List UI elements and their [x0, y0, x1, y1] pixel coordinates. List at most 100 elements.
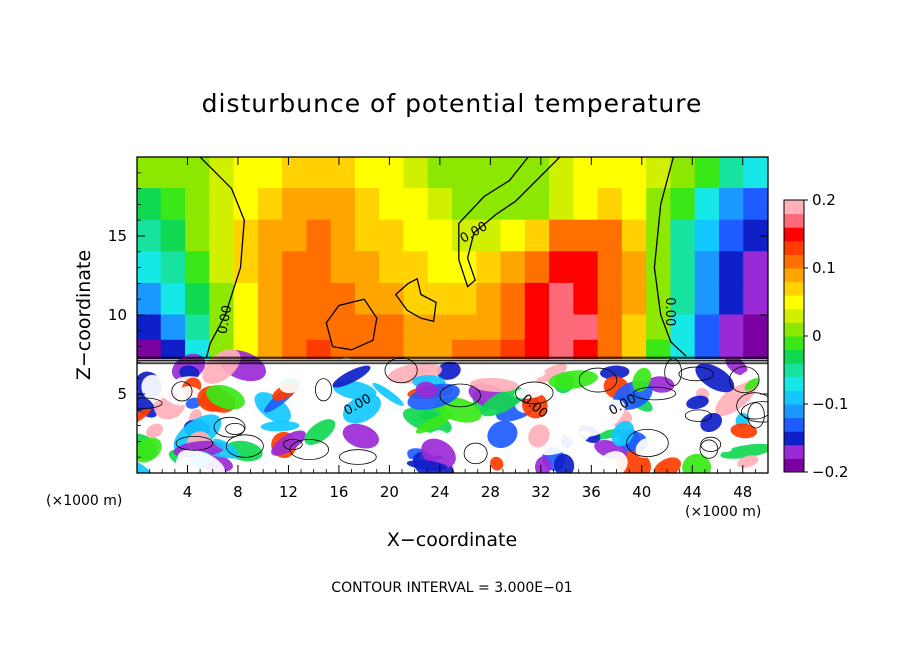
field-cell	[137, 339, 162, 360]
field-cell	[621, 157, 648, 190]
field-cell	[524, 339, 551, 360]
colorbar-swatch	[784, 444, 804, 459]
zero-contour	[325, 298, 378, 351]
colorbar-swatch	[784, 417, 804, 432]
x-tick-label: 20	[380, 483, 399, 501]
turbulent-contour	[632, 386, 677, 401]
turbulent-contour	[137, 397, 163, 409]
colorbar-tick-label: 0.2	[812, 191, 836, 209]
field-cell	[354, 314, 381, 341]
field-cell	[137, 314, 162, 341]
turbulent-patch	[372, 382, 404, 406]
field-cell	[476, 314, 502, 341]
colorbar-swatch	[784, 404, 804, 419]
field-cell	[573, 251, 599, 284]
turbulent-patch	[146, 423, 164, 439]
field-cell	[354, 188, 381, 221]
field-cell	[233, 282, 259, 316]
field-cell	[597, 251, 623, 284]
field-cell	[306, 188, 332, 221]
turbulent-contour	[578, 367, 618, 393]
field-cell	[549, 314, 575, 341]
field-cell	[743, 251, 768, 284]
x-tick-label: 32	[531, 483, 550, 501]
field-cell	[257, 339, 284, 360]
field-cell	[500, 282, 526, 316]
field-cell	[427, 251, 453, 284]
colorbar-swatch	[784, 376, 804, 391]
field-cell	[476, 157, 502, 190]
field-cell	[646, 339, 672, 360]
turbulent-patch	[470, 377, 519, 392]
field-cell	[597, 314, 623, 341]
colorbar-swatch	[784, 200, 804, 215]
colorbar-swatch	[784, 254, 804, 269]
field-cell	[573, 314, 599, 341]
field-cell	[670, 157, 696, 190]
zero-contour	[653, 157, 687, 357]
field-cell	[427, 219, 453, 253]
field-cell	[282, 188, 308, 221]
turbulent-patch	[415, 381, 438, 399]
turbulent-patch	[304, 419, 336, 445]
turbulent-contour	[289, 439, 330, 461]
turbulent-contour	[747, 402, 765, 429]
turbulent-contour	[729, 366, 760, 394]
turbulent-patch	[700, 412, 723, 433]
turbulent-contour	[225, 434, 264, 458]
colorbar-swatch	[784, 308, 804, 323]
field-cell	[330, 314, 356, 341]
field-cell	[354, 282, 381, 316]
field-cell	[646, 157, 672, 190]
field-cell	[306, 251, 332, 284]
lower-field	[137, 349, 768, 473]
field-cell	[694, 157, 720, 190]
field-cell	[694, 251, 720, 284]
turbulent-patch	[541, 431, 591, 456]
field-cell	[476, 339, 502, 360]
field-cell	[282, 251, 308, 284]
field-cell	[282, 314, 308, 341]
turbulent-patch	[720, 443, 768, 459]
field-cell	[306, 282, 332, 316]
y-axis-label: Z−coordinate	[73, 250, 95, 380]
turbulent-contour	[339, 449, 377, 465]
colorbar-swatch	[784, 295, 804, 310]
field-cell	[185, 282, 211, 316]
turbulent-patch	[686, 395, 709, 410]
field-cell	[282, 339, 308, 360]
y-axis: 5 10 15	[108, 172, 768, 458]
field-cell	[233, 251, 259, 284]
field-cell	[573, 339, 599, 360]
field-cell	[670, 219, 696, 253]
y-tick-label: 10	[108, 306, 127, 324]
field-cell	[160, 251, 187, 284]
field-cell	[718, 251, 745, 284]
field-cell	[573, 157, 599, 190]
field-cell	[718, 339, 745, 360]
turbulent-contour	[225, 422, 245, 435]
field-cell	[282, 157, 308, 190]
field-cell	[185, 157, 211, 190]
field-cell	[306, 339, 332, 360]
field-cell	[524, 219, 551, 253]
colorbar-swatch	[784, 390, 804, 405]
field-cell	[427, 282, 453, 316]
turbulent-patch	[632, 367, 652, 392]
turbulent-patch	[206, 384, 245, 410]
field-cell	[694, 282, 720, 316]
turbulent-patch	[271, 430, 306, 456]
field-cell	[403, 251, 429, 284]
field-cell	[209, 157, 235, 190]
turbulent-patch	[528, 424, 550, 448]
turbulent-patch	[600, 365, 630, 380]
field-cell	[282, 219, 308, 253]
field-cell	[621, 251, 648, 284]
field-cell	[500, 219, 526, 253]
field-cell	[573, 188, 599, 221]
chart-title: disturbunce of potential temperature	[202, 89, 703, 118]
turbulent-contour	[171, 381, 193, 402]
contour-label: 0.00	[662, 297, 677, 326]
field-cell	[743, 314, 768, 341]
field-cell	[670, 282, 696, 316]
